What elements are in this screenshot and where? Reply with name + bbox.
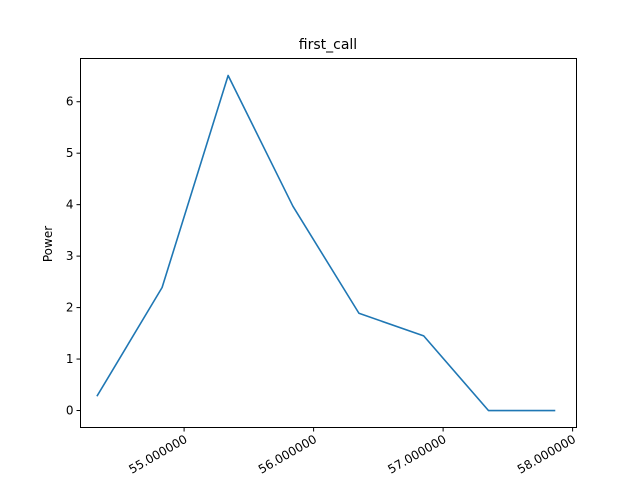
y-tick-label: 0 [66,404,74,418]
x-tick-label: 58.000000 [515,432,578,477]
chart-title: first_call [299,37,357,53]
plot-series [96,74,556,412]
y-axis-label: Power [41,226,55,262]
series-line [96,74,556,412]
y-tick-label: 6 [66,95,74,109]
y-tick-label: 2 [66,301,74,315]
x-axis: 55.000000 56.000000 57.000000 58.000000 [126,427,578,477]
x-tick-label: 56.000000 [256,432,319,477]
x-tick-label: 57.000000 [385,432,448,477]
y-tick-label: 1 [66,352,74,366]
y-axis: 0 1 2 3 4 5 6 [66,95,81,418]
x-tick-label: 55.000000 [126,432,189,477]
y-tick-label: 4 [66,198,74,212]
plot-frame [80,58,577,428]
y-tick-label: 5 [66,146,74,160]
y-tick-label: 3 [66,249,74,263]
